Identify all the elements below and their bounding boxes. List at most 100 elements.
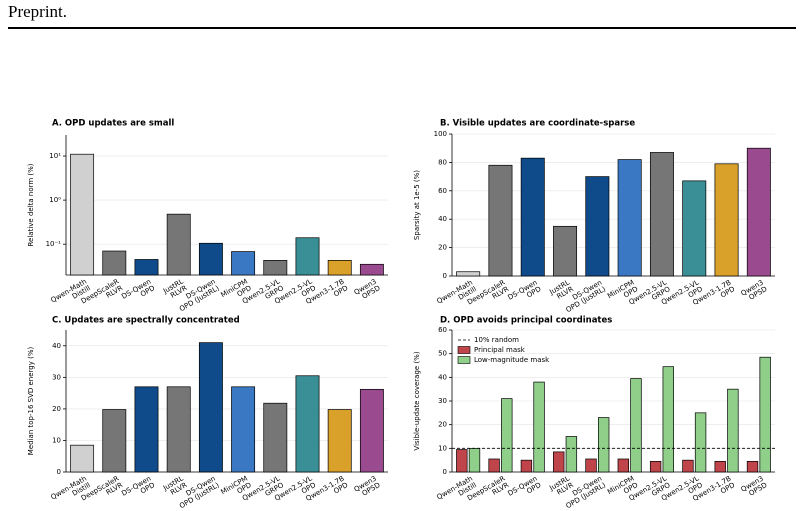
bar [585,458,597,473]
bar [231,251,256,276]
bar [327,409,352,473]
bar [694,412,707,473]
bar [327,259,352,276]
bar [682,180,707,277]
bar [727,388,739,473]
bar [617,159,642,277]
legend-label: 10% random [474,336,519,344]
y-axis-label: Sparsity at 1e-5 (%) [413,170,421,240]
bar [295,237,320,276]
y-tick-label: 40 [438,215,447,223]
bar [649,152,674,277]
bar [102,409,127,473]
bar [553,451,565,473]
bar [533,381,545,473]
y-axis-label: Median top-16 SVD energy (%) [27,347,35,456]
bar [597,417,610,473]
bar [746,147,771,277]
bar [488,164,513,277]
bar [565,436,578,473]
y-tick-label: 20 [438,244,447,252]
bar [714,163,739,277]
bar [682,459,694,473]
bar [649,461,662,473]
panel-title: D. OPD avoids principal coordinates [440,316,612,326]
y-tick-label: 30 [438,397,447,405]
y-tick-label: 50 [438,350,447,358]
bar [662,366,674,473]
bar [134,386,159,473]
y-tick-label: 10⁰ [49,196,61,204]
bar [295,375,320,473]
legend-label: Low-magnitude mask [474,356,550,364]
y-tick-label: 10 [52,436,61,444]
y-tick-label: 20 [438,421,447,429]
header: Preprint. [8,2,68,21]
bar [585,176,610,277]
y-tick-label: 30 [52,373,61,381]
legend-swatch [457,356,471,364]
bar [70,153,95,276]
bar [759,356,771,473]
bar [520,459,533,473]
y-tick-label: 100 [434,130,447,138]
bar [468,447,481,473]
y-tick-label: 60 [438,187,447,195]
y-tick-label: 10⁻¹ [46,240,62,248]
bar [102,250,127,276]
bar [198,342,223,473]
y-tick-label: 0 [443,272,447,280]
y-tick-label: 40 [438,373,447,381]
bar [231,386,256,473]
panel-title: B. Visible updates are coordinate-sparse [440,119,635,129]
bar [520,157,545,277]
panel-title: A. OPD updates are small [52,119,174,129]
y-tick-label: 0 [443,468,447,476]
bar [198,242,223,276]
bar [456,449,468,473]
bar [456,271,481,277]
bar [746,461,759,473]
bar [166,386,191,473]
bar [263,402,288,473]
bar [70,444,95,473]
bar [359,263,384,276]
y-tick-label: 20 [52,405,61,413]
bar [263,259,288,276]
bar [553,225,578,277]
legend-swatch [457,346,471,354]
y-tick-label: 10¹ [49,152,61,160]
y-axis-label: Relative delta norm (%) [27,163,35,246]
bar [630,378,642,473]
bar [134,259,159,276]
header-rule [8,27,796,29]
y-tick-label: 80 [438,158,447,166]
bar [488,458,500,473]
y-tick-label: 40 [52,342,61,350]
bar [617,458,630,473]
panel-title: C. Updates are spectrally concentrated [52,316,240,326]
bar [501,398,513,473]
bar [166,213,191,276]
legend-label: Principal mask [474,346,526,354]
bar [359,388,384,473]
y-axis-label: Visible-update coverage (%) [413,351,421,450]
y-tick-label: 10 [438,444,447,452]
bar [714,461,726,473]
y-tick-label: 0 [57,468,61,476]
y-tick-label: 60 [438,326,447,334]
